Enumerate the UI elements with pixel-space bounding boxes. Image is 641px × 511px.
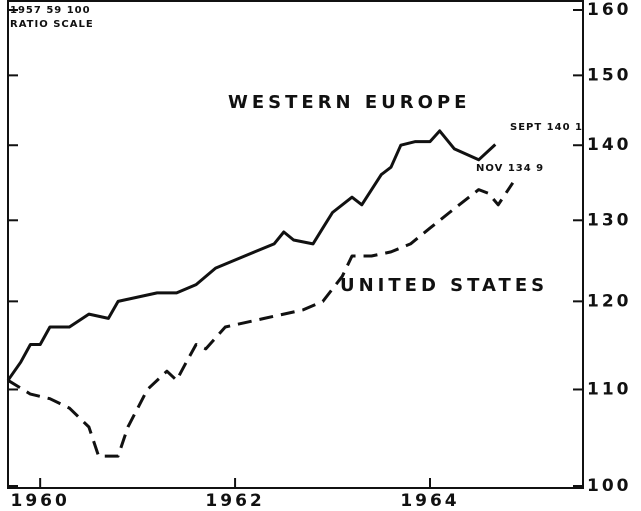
y-tick-label: 150 xyxy=(587,65,632,85)
y-tick-label: 140 xyxy=(587,135,632,155)
series-line xyxy=(6,129,497,382)
y-tick-label: 100 xyxy=(587,476,632,496)
base-note: 1957 59 100 xyxy=(10,5,91,16)
series-line xyxy=(7,181,515,458)
x-tick-label: 1964 xyxy=(400,491,459,511)
x-tick-label: 1960 xyxy=(10,491,69,511)
y-tick-label: 120 xyxy=(587,291,632,311)
series-label: WESTERN EUROPE xyxy=(228,92,470,113)
y-tick-label: 160 xyxy=(587,0,632,20)
y-tick-label: 110 xyxy=(587,379,632,399)
x-tick-label: 1962 xyxy=(205,491,264,511)
end-label: NOV 134 9 xyxy=(476,163,544,174)
scale-note: RATIO SCALE xyxy=(10,19,94,30)
end-label: SEPT 140 1 xyxy=(510,122,583,133)
plot-frame xyxy=(7,0,584,489)
series-label: UNITED STATES xyxy=(340,275,548,296)
y-tick-label: 130 xyxy=(587,210,632,230)
